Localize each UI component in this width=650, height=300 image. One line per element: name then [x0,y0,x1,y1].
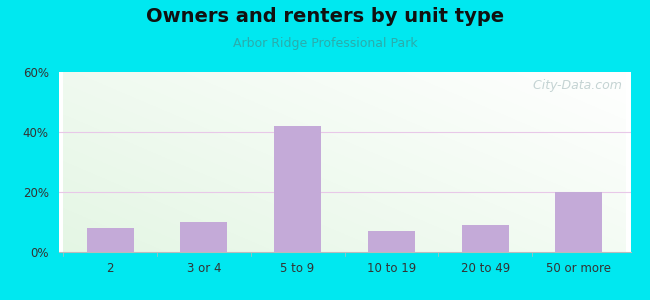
Text: City-Data.com: City-Data.com [525,79,622,92]
Bar [556,192,603,252]
Bar [462,225,508,252]
Bar [86,228,133,252]
Text: Owners and renters by unit type: Owners and renters by unit type [146,8,504,26]
Bar [181,222,228,252]
Bar [368,231,415,252]
Text: Arbor Ridge Professional Park: Arbor Ridge Professional Park [233,38,417,50]
Bar [274,126,321,252]
